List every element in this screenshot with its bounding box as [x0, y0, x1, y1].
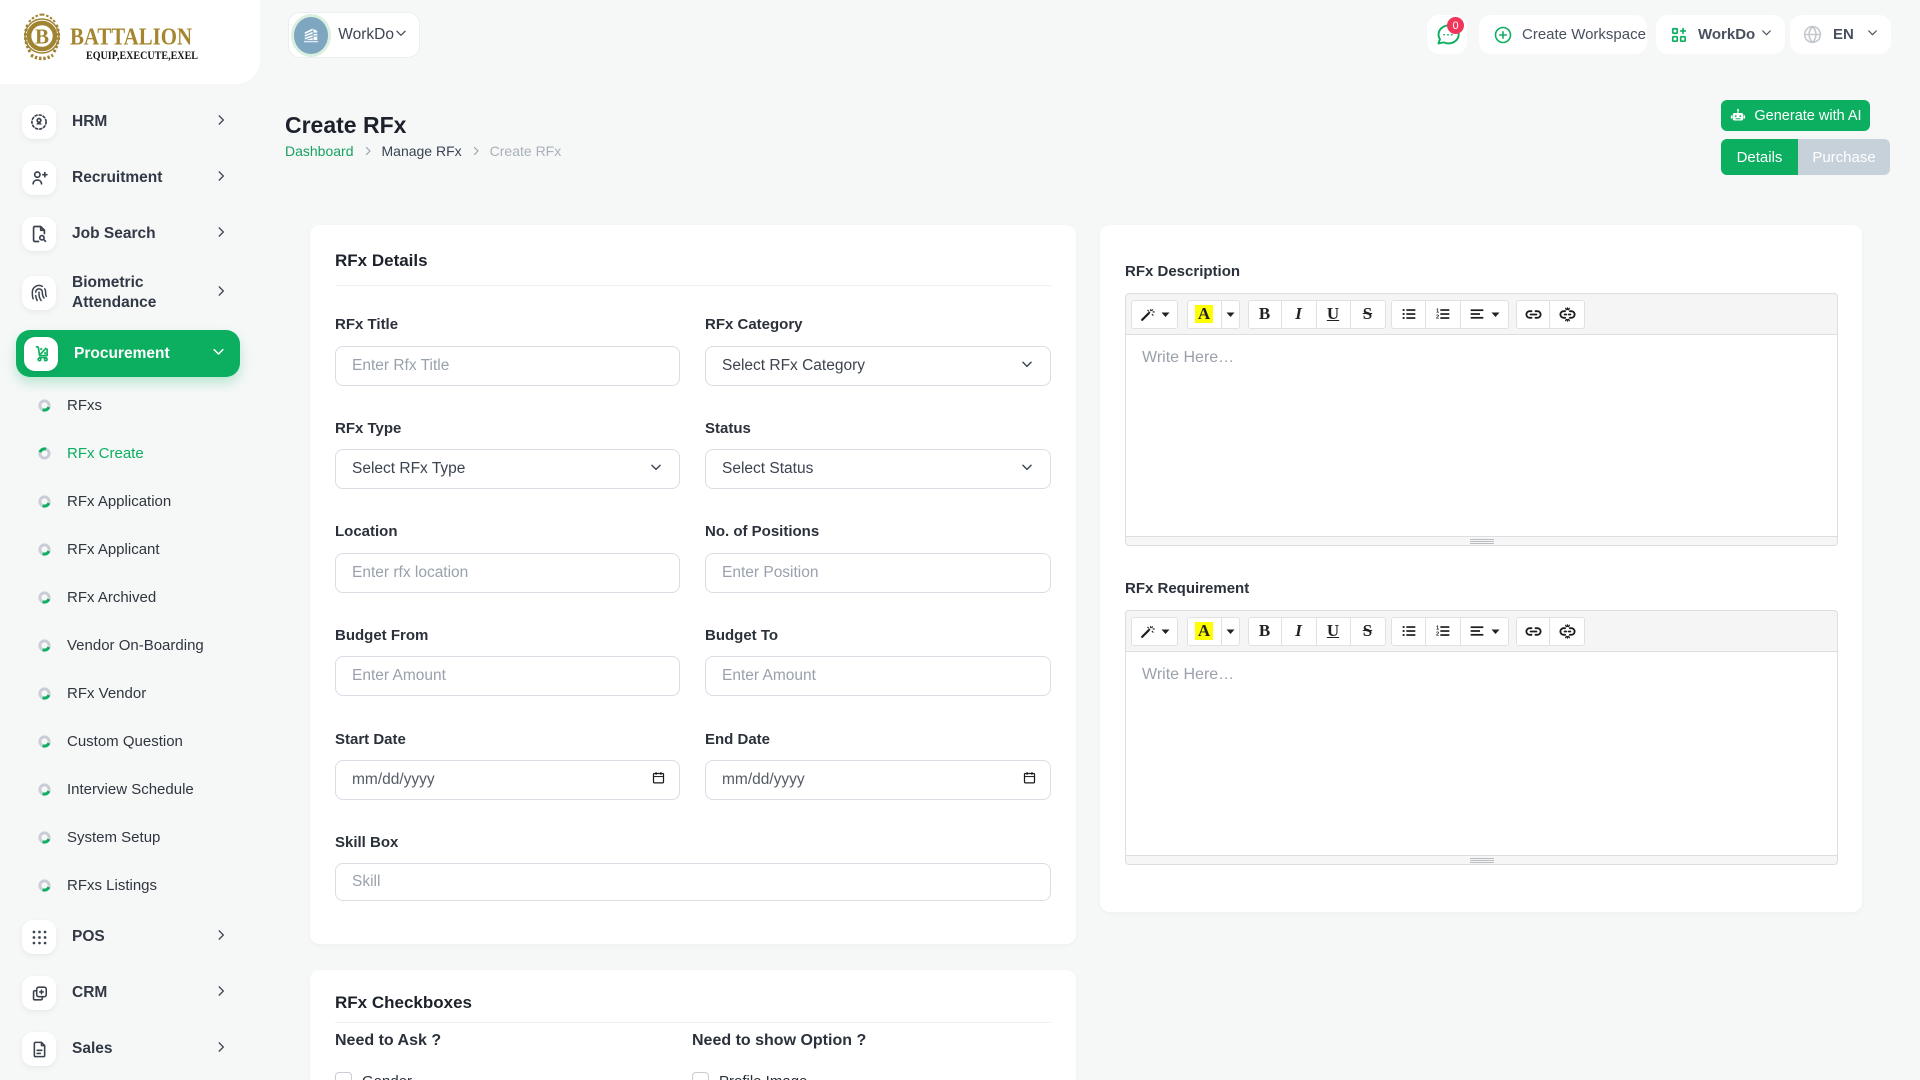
svg-text:BATTALION: BATTALION	[70, 25, 193, 51]
svg-text:2: 2	[1436, 631, 1439, 637]
svg-text:EQUIP,EXECUTE,EXEL: EQUIP,EXECUTE,EXEL	[86, 50, 198, 62]
svg-text:B: B	[35, 25, 49, 49]
svg-text:1: 1	[1436, 625, 1439, 631]
svg-text:1: 1	[1436, 308, 1439, 314]
svg-text:2: 2	[1436, 314, 1439, 320]
